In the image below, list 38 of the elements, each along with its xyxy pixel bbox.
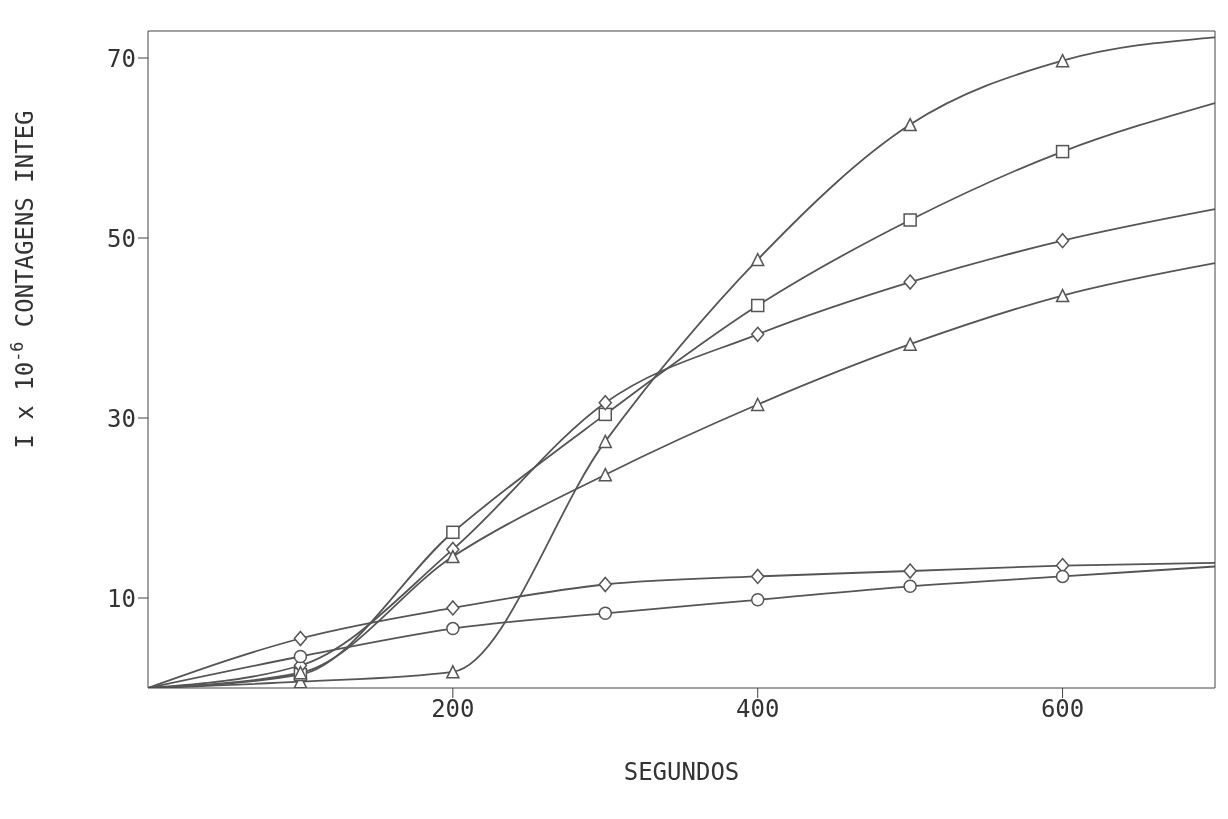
x-axis-title: SEGUNDOS bbox=[623, 758, 740, 787]
point bbox=[903, 213, 917, 227]
point bbox=[446, 600, 460, 616]
x-tick-label: 400 bbox=[736, 695, 780, 724]
point bbox=[750, 298, 765, 313]
y-tick-label: 30 bbox=[107, 404, 136, 433]
x-tick-label: 200 bbox=[431, 695, 475, 724]
point bbox=[750, 326, 765, 343]
point bbox=[903, 579, 917, 594]
point bbox=[750, 593, 765, 607]
point bbox=[293, 649, 308, 664]
point bbox=[750, 397, 765, 412]
point bbox=[750, 568, 765, 585]
point bbox=[903, 274, 917, 290]
point bbox=[598, 394, 613, 411]
point bbox=[598, 576, 613, 593]
point bbox=[750, 252, 765, 267]
point bbox=[1055, 144, 1070, 159]
point bbox=[1055, 232, 1070, 249]
point bbox=[446, 621, 460, 636]
point bbox=[446, 549, 460, 564]
point bbox=[1055, 569, 1070, 584]
point bbox=[903, 337, 917, 351]
point bbox=[1055, 288, 1070, 303]
point bbox=[903, 563, 917, 579]
y-tick-label: 50 bbox=[107, 224, 136, 253]
point bbox=[598, 606, 613, 621]
y-tick-label: 10 bbox=[107, 584, 136, 613]
point bbox=[903, 117, 917, 132]
point bbox=[598, 434, 613, 449]
x-tick-label: 600 bbox=[1040, 695, 1085, 724]
point bbox=[446, 525, 460, 540]
point bbox=[446, 665, 460, 679]
point bbox=[293, 630, 308, 647]
y-tick-label: 70 bbox=[107, 44, 136, 73]
point bbox=[1055, 53, 1070, 68]
point bbox=[598, 407, 613, 422]
point bbox=[598, 467, 613, 482]
